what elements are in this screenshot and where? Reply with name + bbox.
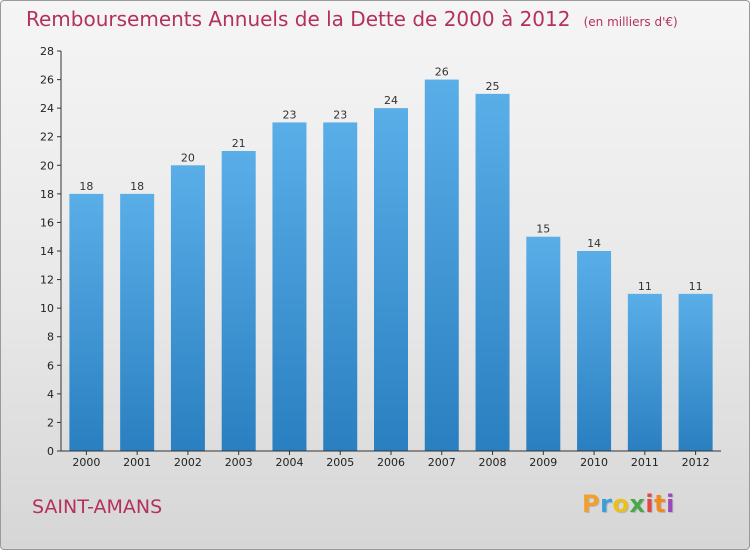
x-tick-label: 2001 bbox=[123, 456, 151, 469]
logo-letter: r bbox=[600, 490, 613, 518]
x-tick-label: 2000 bbox=[72, 456, 100, 469]
y-tick-label: 4 bbox=[47, 388, 54, 401]
bar bbox=[323, 122, 358, 451]
data-label: 15 bbox=[536, 223, 550, 236]
x-tick-label: 2002 bbox=[174, 456, 202, 469]
bar bbox=[170, 165, 205, 452]
y-tick-label: 20 bbox=[40, 159, 54, 172]
data-label: 11 bbox=[638, 280, 652, 293]
x-tick-label: 2010 bbox=[580, 456, 608, 469]
y-tick-label: 24 bbox=[40, 102, 54, 115]
data-label: 14 bbox=[587, 237, 601, 250]
bar bbox=[120, 193, 155, 451]
bar bbox=[678, 293, 713, 451]
data-label: 23 bbox=[282, 108, 296, 121]
bar bbox=[424, 79, 459, 452]
y-tick-label: 0 bbox=[47, 445, 54, 458]
y-tick-label: 2 bbox=[47, 416, 54, 429]
y-tick-label: 14 bbox=[40, 245, 54, 258]
bar bbox=[577, 251, 612, 451]
data-label: 20 bbox=[181, 151, 195, 164]
bar bbox=[627, 293, 662, 451]
proxiti-logo: Proxiti bbox=[582, 490, 675, 518]
x-tick-label: 2011 bbox=[631, 456, 659, 469]
chart-title-block: Remboursements Annuels de la Dette de 20… bbox=[26, 7, 678, 31]
data-label: 21 bbox=[232, 137, 246, 150]
y-tick-label: 16 bbox=[40, 216, 54, 229]
data-label: 23 bbox=[333, 108, 347, 121]
y-tick-label: 8 bbox=[47, 331, 54, 344]
bar bbox=[526, 236, 561, 451]
bar bbox=[69, 193, 104, 451]
y-tick-label: 26 bbox=[40, 74, 54, 87]
x-tick-label: 2009 bbox=[529, 456, 557, 469]
y-tick-label: 6 bbox=[47, 359, 54, 372]
bar bbox=[475, 93, 510, 451]
chart-subtitle: (en milliers d'€) bbox=[583, 15, 678, 29]
data-label: 18 bbox=[79, 180, 93, 193]
x-tick-label: 2004 bbox=[275, 456, 303, 469]
logo-letter: i bbox=[645, 490, 655, 518]
x-tick-label: 2006 bbox=[377, 456, 405, 469]
data-label: 18 bbox=[130, 180, 144, 193]
x-tick-label: 2008 bbox=[479, 456, 507, 469]
bar bbox=[221, 151, 256, 451]
y-tick-label: 12 bbox=[40, 274, 54, 287]
axes-layer: 2000 2001 2002 2003 2004 2005 2006 2007 2008 2009… bbox=[40, 45, 721, 469]
data-label: 25 bbox=[486, 80, 500, 93]
y-tick-label: 18 bbox=[40, 188, 54, 201]
x-tick-label: 2012 bbox=[682, 456, 710, 469]
x-tick-label: 2003 bbox=[225, 456, 253, 469]
x-tick-label: 2005 bbox=[326, 456, 354, 469]
logo-letter: i bbox=[666, 490, 675, 518]
data-label: 26 bbox=[435, 66, 449, 79]
commune-name: SAINT-AMANS bbox=[32, 496, 163, 518]
logo-letter: x bbox=[629, 490, 646, 518]
bar bbox=[272, 122, 307, 451]
logo-letter: t bbox=[654, 490, 667, 518]
logo-letter: o bbox=[612, 490, 630, 518]
chart-title: Remboursements Annuels de la Dette de 20… bbox=[26, 7, 571, 31]
bars-layer: 18 18 20 21 23 23 24 26 25 15 14 11 11 bbox=[69, 66, 713, 452]
logo-letter: P bbox=[582, 490, 601, 518]
data-label: 11 bbox=[689, 280, 703, 293]
y-tick-label: 10 bbox=[40, 302, 54, 315]
data-label: 24 bbox=[384, 94, 398, 107]
x-tick-label: 2007 bbox=[428, 456, 456, 469]
bar bbox=[374, 108, 408, 452]
y-tick-label: 28 bbox=[40, 45, 54, 58]
y-tick-label: 22 bbox=[40, 131, 54, 144]
